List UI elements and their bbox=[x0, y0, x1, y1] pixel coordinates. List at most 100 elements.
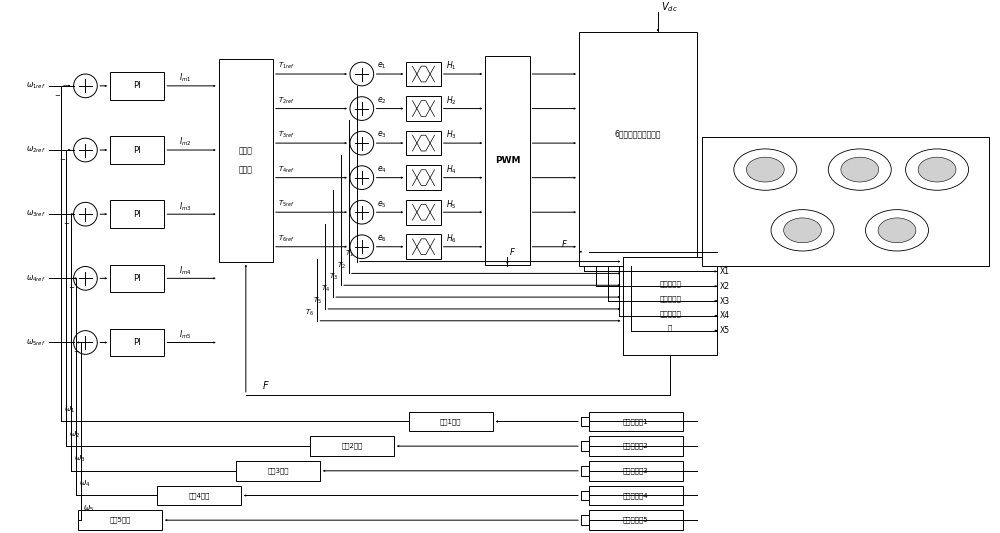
Text: 位置传感利1: 位置传感利1 bbox=[623, 418, 649, 425]
Text: $e_1$: $e_1$ bbox=[377, 61, 386, 71]
Text: 转速5计算: 转速5计算 bbox=[109, 517, 131, 523]
Bar bbox=[110, 136, 164, 164]
Bar bbox=[581, 490, 589, 500]
Text: 位置传感利3: 位置传感利3 bbox=[623, 467, 649, 474]
Text: −: − bbox=[69, 285, 75, 291]
Bar bbox=[110, 329, 164, 357]
Bar bbox=[579, 31, 697, 266]
Text: $e_4$: $e_4$ bbox=[377, 165, 386, 175]
Text: X3: X3 bbox=[720, 296, 730, 305]
Text: $T_1$: $T_1$ bbox=[345, 248, 354, 259]
Ellipse shape bbox=[866, 209, 928, 251]
Text: $F$: $F$ bbox=[262, 379, 269, 391]
Text: $T_{4ref}$: $T_{4ref}$ bbox=[278, 165, 295, 175]
Text: 矩计算: 矩计算 bbox=[239, 166, 253, 175]
Text: X2: X2 bbox=[720, 282, 730, 290]
Bar bbox=[110, 264, 164, 292]
Bar bbox=[589, 510, 683, 530]
Text: −: − bbox=[54, 93, 60, 99]
Bar bbox=[589, 437, 683, 456]
Bar bbox=[702, 138, 989, 266]
Text: $\omega_{3ref}$: $\omega_{3ref}$ bbox=[26, 209, 46, 220]
Text: $\omega_2$: $\omega_2$ bbox=[69, 429, 80, 440]
Text: $I_{m3}$: $I_{m3}$ bbox=[179, 200, 192, 213]
Bar bbox=[589, 411, 683, 431]
Bar bbox=[406, 165, 441, 190]
Bar bbox=[219, 59, 273, 262]
Ellipse shape bbox=[771, 209, 834, 251]
Text: 容错控制策: 容错控制策 bbox=[659, 310, 681, 317]
Ellipse shape bbox=[734, 149, 797, 190]
Text: PI: PI bbox=[133, 338, 141, 347]
Bar bbox=[581, 515, 589, 525]
Text: 6相电压型容错逃变器: 6相电压型容错逃变器 bbox=[615, 130, 661, 139]
Text: 略: 略 bbox=[668, 325, 672, 332]
Text: $T_2$: $T_2$ bbox=[337, 261, 346, 271]
Text: X1: X1 bbox=[720, 267, 730, 276]
Text: PWM: PWM bbox=[495, 156, 520, 165]
Text: $\omega_{2ref}$: $\omega_{2ref}$ bbox=[26, 145, 46, 155]
Text: PI: PI bbox=[133, 209, 141, 219]
Bar bbox=[581, 416, 589, 426]
Text: 位置传感利2: 位置传感利2 bbox=[623, 443, 649, 449]
Text: 位置传感利5: 位置传感利5 bbox=[623, 517, 649, 523]
Text: $T_6$: $T_6$ bbox=[305, 308, 314, 318]
Text: 转速3计算: 转速3计算 bbox=[267, 467, 289, 474]
Text: $F$: $F$ bbox=[509, 246, 516, 257]
Bar bbox=[406, 96, 441, 121]
Text: $F$: $F$ bbox=[561, 238, 568, 249]
Bar bbox=[310, 437, 394, 456]
Text: PI: PI bbox=[133, 146, 141, 155]
Text: $V_{dc}$: $V_{dc}$ bbox=[661, 0, 678, 14]
Text: 转速1计算: 转速1计算 bbox=[440, 418, 461, 425]
Text: $T_{1ref}$: $T_{1ref}$ bbox=[278, 61, 295, 71]
Text: $I_{m2}$: $I_{m2}$ bbox=[179, 136, 192, 148]
Text: $T_{2ref}$: $T_{2ref}$ bbox=[278, 95, 295, 106]
Bar bbox=[406, 62, 441, 86]
Ellipse shape bbox=[878, 218, 916, 243]
Text: $\omega_{1ref}$: $\omega_{1ref}$ bbox=[26, 80, 46, 91]
Text: −: − bbox=[64, 221, 70, 227]
Text: $H_6$: $H_6$ bbox=[446, 232, 457, 245]
Text: 故障检测和: 故障检测和 bbox=[659, 295, 681, 302]
Bar bbox=[581, 466, 589, 476]
Text: $\omega_{5ref}$: $\omega_{5ref}$ bbox=[26, 337, 46, 348]
Text: 位置传感利4: 位置传感利4 bbox=[623, 492, 649, 499]
Text: $I_{m5}$: $I_{m5}$ bbox=[179, 328, 192, 341]
Bar bbox=[623, 256, 717, 356]
Text: $H_3$: $H_3$ bbox=[446, 129, 456, 141]
Text: $e_3$: $e_3$ bbox=[377, 130, 386, 141]
Bar bbox=[236, 461, 320, 481]
Text: $e_6$: $e_6$ bbox=[377, 233, 386, 244]
Bar bbox=[589, 461, 683, 481]
Bar bbox=[110, 200, 164, 228]
Bar bbox=[110, 72, 164, 100]
Ellipse shape bbox=[918, 157, 956, 182]
Text: $T_4$: $T_4$ bbox=[321, 284, 330, 294]
Text: $I_{m4}$: $I_{m4}$ bbox=[179, 264, 192, 277]
Text: PI: PI bbox=[133, 274, 141, 283]
Text: 参考转: 参考转 bbox=[239, 146, 253, 155]
Text: $T_{6ref}$: $T_{6ref}$ bbox=[278, 234, 295, 244]
Text: $H_2$: $H_2$ bbox=[446, 94, 456, 107]
Text: $\omega_3$: $\omega_3$ bbox=[74, 454, 85, 464]
Text: $H_4$: $H_4$ bbox=[446, 164, 457, 176]
Text: $\omega_5$: $\omega_5$ bbox=[83, 503, 95, 514]
Text: −: − bbox=[74, 349, 79, 356]
Bar bbox=[78, 510, 162, 530]
Ellipse shape bbox=[746, 157, 784, 182]
Text: $T_3$: $T_3$ bbox=[329, 272, 338, 282]
Bar bbox=[406, 131, 441, 156]
Text: $T_{5ref}$: $T_{5ref}$ bbox=[278, 199, 295, 209]
Text: $e_2$: $e_2$ bbox=[377, 95, 386, 106]
Ellipse shape bbox=[906, 149, 969, 190]
Text: 转速2计算: 转速2计算 bbox=[341, 443, 363, 449]
Bar bbox=[157, 486, 241, 505]
Text: $\omega_1$: $\omega_1$ bbox=[64, 405, 75, 415]
Text: 转矩计算，: 转矩计算， bbox=[659, 280, 681, 287]
Text: PI: PI bbox=[133, 82, 141, 91]
Text: $e_5$: $e_5$ bbox=[377, 199, 386, 209]
Ellipse shape bbox=[841, 157, 879, 182]
Text: $H_1$: $H_1$ bbox=[446, 60, 456, 72]
Text: $T_5$: $T_5$ bbox=[313, 296, 322, 306]
